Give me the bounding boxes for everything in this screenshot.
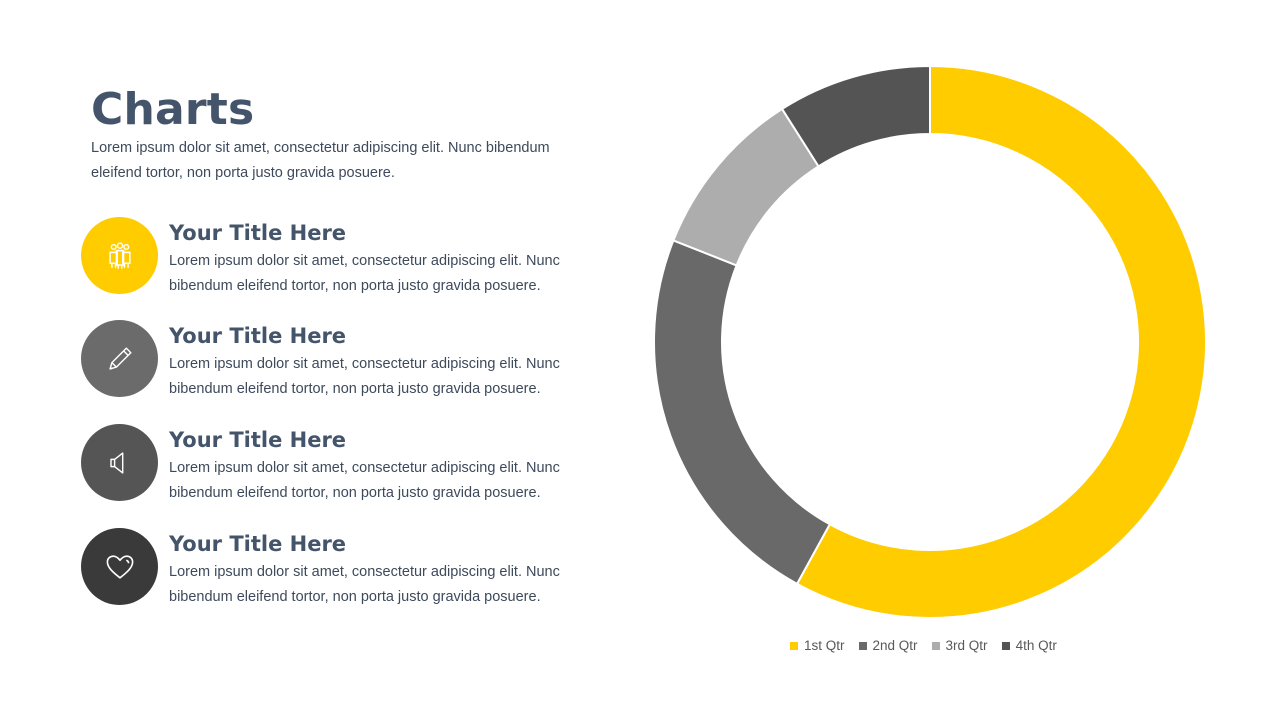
legend-item-3: 3rd Qtr — [931, 638, 988, 653]
legend-swatch — [790, 641, 798, 650]
item-text: Lorem ipsum dolor sit amet, consectetur … — [169, 356, 560, 397]
item-icon-circle — [81, 424, 158, 501]
item-icon-circle — [81, 320, 158, 397]
item-text: Lorem ipsum dolor sit amet, consectetur … — [169, 253, 560, 294]
chart-legend: 1st Qtr 2nd Qtr 3rd Qtr 4th Qtr — [790, 638, 1057, 653]
heart-icon — [106, 554, 133, 579]
legend-swatch — [1001, 641, 1010, 650]
legend-label: 3rd Qtr — [945, 638, 988, 653]
team-icon — [108, 241, 131, 269]
donut-slice-1 — [795, 64, 1207, 619]
legend-item-4: 4th Qtr — [1001, 638, 1057, 653]
donut-slice-2 — [653, 239, 832, 586]
item-title: Your Title Here — [169, 221, 347, 245]
donut-slice-4 — [780, 64, 931, 168]
item-title: Your Title Here — [169, 532, 347, 556]
megaphone-icon — [109, 451, 123, 474]
item-title: Your Title Here — [169, 324, 347, 348]
feature-item-1: Your Title Here Lorem ipsum dolor sit am… — [81, 217, 601, 297]
legend-label: 4th Qtr — [1015, 638, 1057, 653]
feature-item-2: Your Title Here Lorem ipsum dolor sit am… — [81, 320, 601, 400]
legend-swatch — [858, 641, 867, 650]
item-icon-circle — [81, 217, 158, 294]
slide-title: Charts — [91, 84, 255, 135]
item-text: Lorem ipsum dolor sit amet, consectetur … — [169, 460, 560, 501]
item-title: Your Title Here — [169, 428, 347, 452]
item-text: Lorem ipsum dolor sit amet, consectetur … — [169, 564, 560, 605]
legend-label: 2nd Qtr — [872, 638, 918, 653]
legend-label: 1st Qtr — [804, 638, 845, 653]
feature-item-3: Your Title Here Lorem ipsum dolor sit am… — [81, 424, 601, 504]
item-icon-circle — [81, 528, 158, 605]
feature-item-4: Your Title Here Lorem ipsum dolor sit am… — [81, 528, 601, 608]
slide-subtitle: Lorem ipsum dolor sit amet, consectetur … — [91, 140, 550, 181]
legend-swatch — [931, 641, 940, 650]
legend-item-1: 1st Qtr — [790, 638, 845, 653]
pencil-icon — [108, 346, 132, 370]
donut-chart — [653, 64, 1207, 619]
legend-item-2: 2nd Qtr — [858, 638, 918, 653]
